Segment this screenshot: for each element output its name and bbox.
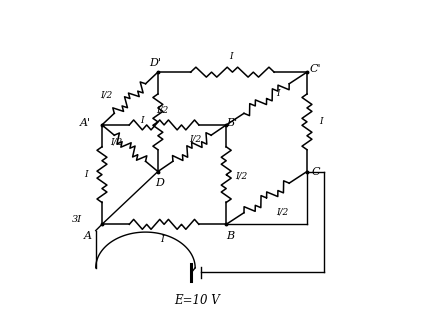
Text: I: I (140, 116, 144, 125)
Text: 3I: 3I (72, 215, 82, 224)
Text: I: I (84, 170, 88, 179)
Text: I: I (319, 117, 323, 126)
Text: A: A (84, 231, 92, 241)
Text: I/2: I/2 (101, 91, 113, 100)
Text: I: I (229, 52, 233, 61)
Text: I/2: I/2 (276, 207, 288, 217)
Text: C': C' (310, 64, 321, 74)
Text: D': D' (149, 58, 161, 68)
Text: A': A' (79, 118, 90, 128)
Text: E=10 V: E=10 V (174, 294, 220, 307)
Text: I: I (161, 235, 165, 244)
Text: I/2: I/2 (110, 138, 122, 147)
Text: I/2: I/2 (156, 105, 169, 114)
Text: D: D (155, 178, 164, 188)
Text: I/2: I/2 (189, 134, 201, 144)
Text: I: I (276, 89, 279, 98)
Text: B': B' (226, 118, 237, 128)
Text: C: C (312, 167, 320, 177)
Text: B: B (226, 231, 234, 241)
Text: I/2: I/2 (235, 172, 248, 181)
